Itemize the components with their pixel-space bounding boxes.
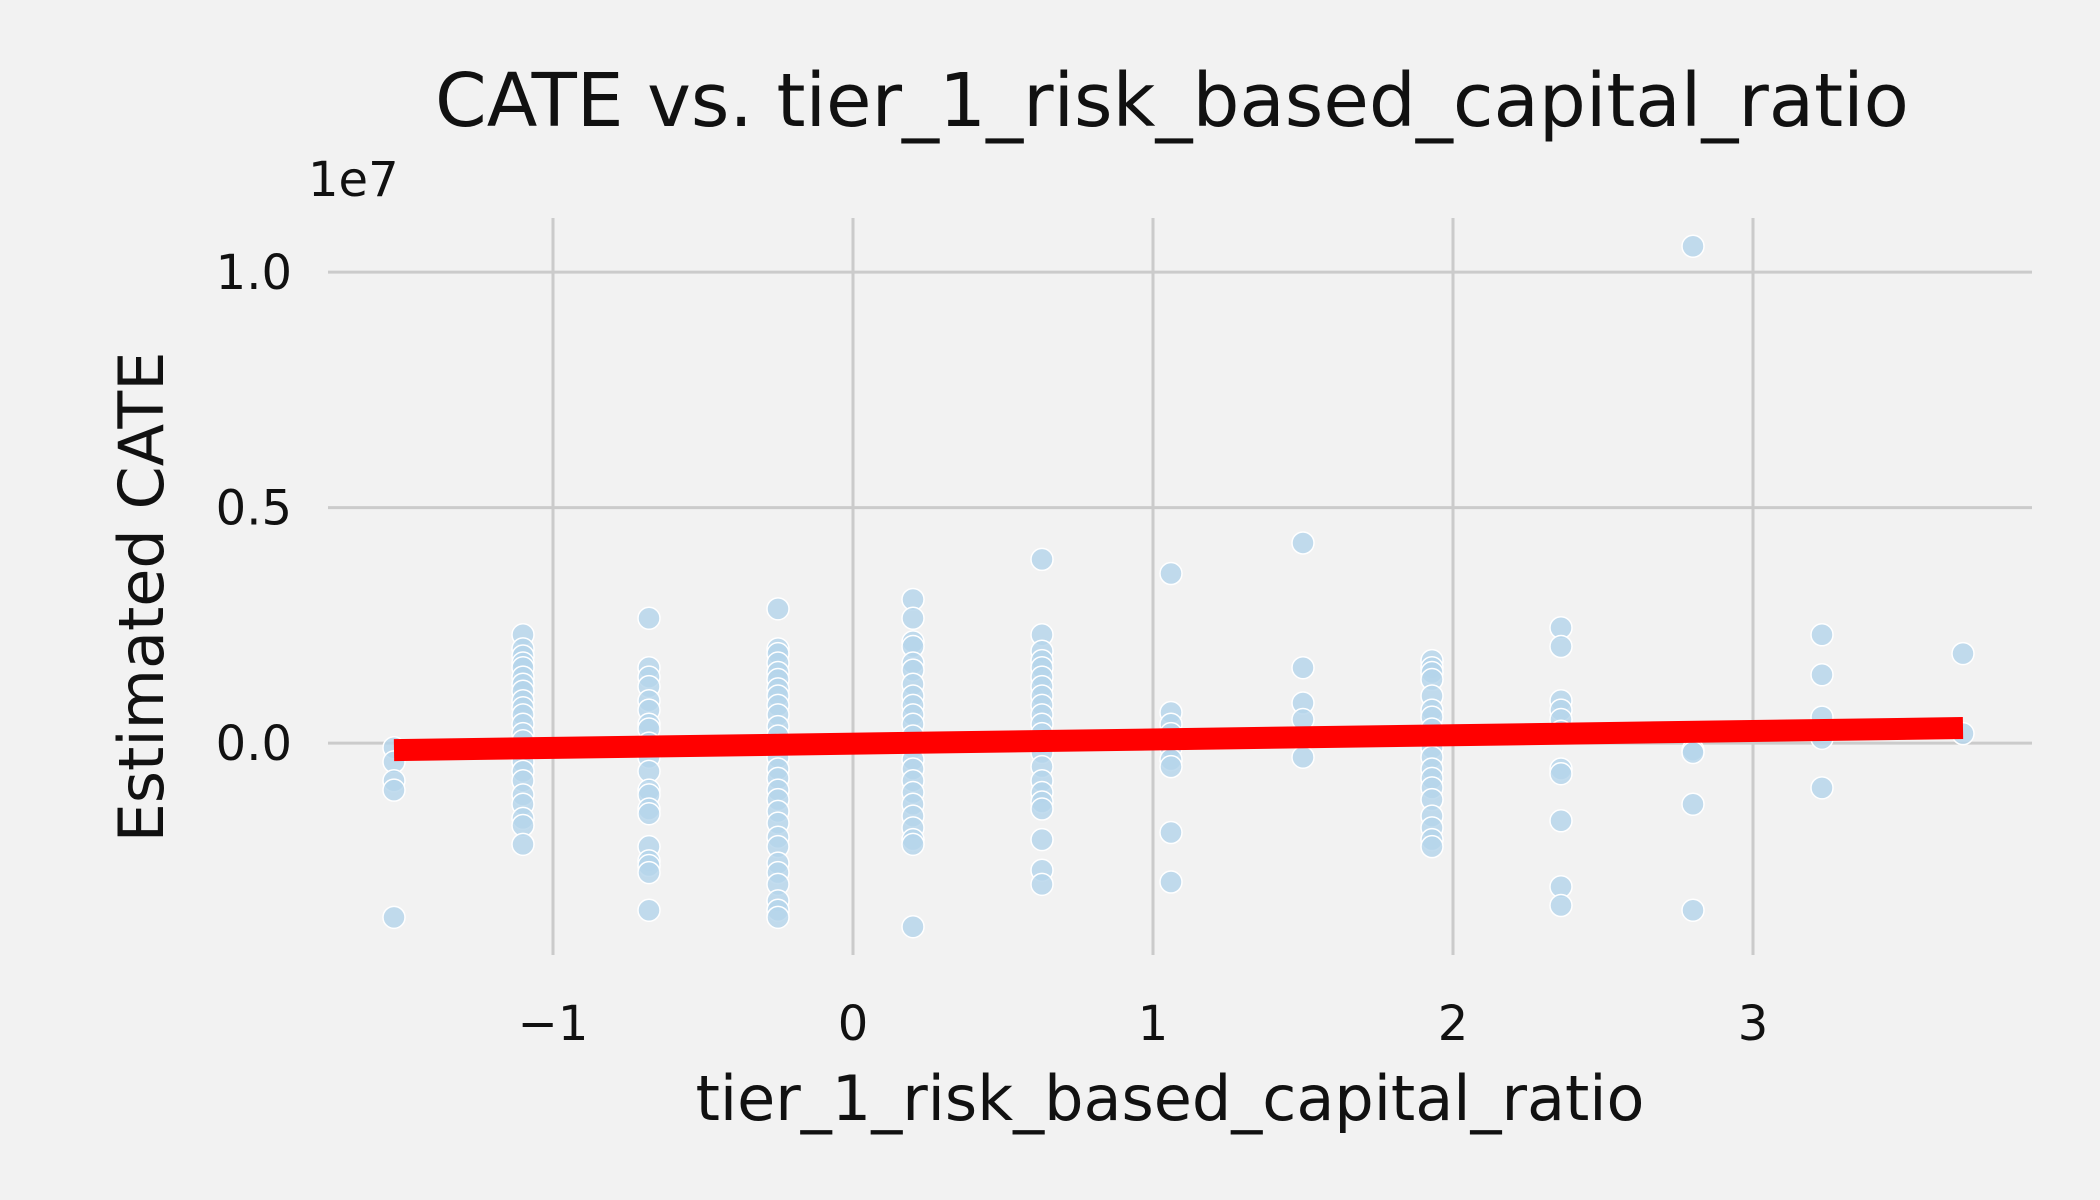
chart-title: CATE vs. tier_1_risk_based_capital_ratio [435,58,1909,144]
scatter-point [901,914,925,939]
scatter-point [637,801,661,826]
x-tick-label: 1 [1138,996,1169,1052]
y-tick-label: 1.0 [216,245,292,301]
scatter-point [766,597,790,621]
x-tick-label: −1 [518,996,589,1052]
scatter-point [382,905,406,930]
y-axis-ticks: 0.0 0.5 1.0 [216,245,292,772]
scatter-point [637,860,661,885]
scatter-point [1810,663,1834,687]
x-tick-label: 3 [1738,996,1769,1052]
trend-line [393,717,1964,762]
y-tick-label: 0.0 [216,716,292,772]
y-axis-offset-label: 1e7 [308,152,399,208]
scatter-point [1159,820,1183,845]
scatter-point [766,905,790,930]
scatter-point [1159,754,1183,779]
scatter-point [901,832,925,857]
scatter-point [1810,776,1834,800]
scatter-point [1291,745,1315,769]
y-axis-label: Estimated CATE [105,352,178,843]
y-tick-label: 0.5 [216,481,292,537]
scatter-point [1549,809,1573,833]
scatter-point [511,832,535,857]
scatter-point [1159,561,1183,586]
scatter-point [637,606,661,631]
scatter-point [1030,547,1054,572]
scatter-point [1681,740,1705,765]
scatter-point [1681,792,1705,817]
x-tick-label: 0 [838,996,869,1052]
scatter-point [637,898,661,923]
scatter-point [1291,531,1315,555]
scatter-point [1030,872,1054,897]
scatter-point [1681,898,1705,923]
scatter-point [382,778,406,802]
scatter-point [1681,234,1705,259]
scatter-point [1810,623,1834,647]
scatter-point [1159,870,1183,894]
scatter-point [1549,634,1573,659]
scatter-point [1951,641,1975,666]
scatter-point [901,606,925,631]
x-axis-label: tier_1_risk_based_capital_ratio [696,1062,1645,1135]
data-points [382,234,1975,939]
scatter-point [1549,893,1573,918]
scatter-point [1291,655,1315,680]
x-tick-label: 2 [1438,996,1469,1052]
trend-line-group [393,717,1964,762]
x-axis-ticks: −1 0 1 2 3 [518,996,1769,1052]
scatter-point [1549,761,1573,786]
scatter-point [1030,827,1054,852]
scatter-point [1030,797,1054,821]
scatter-point [1420,834,1444,859]
